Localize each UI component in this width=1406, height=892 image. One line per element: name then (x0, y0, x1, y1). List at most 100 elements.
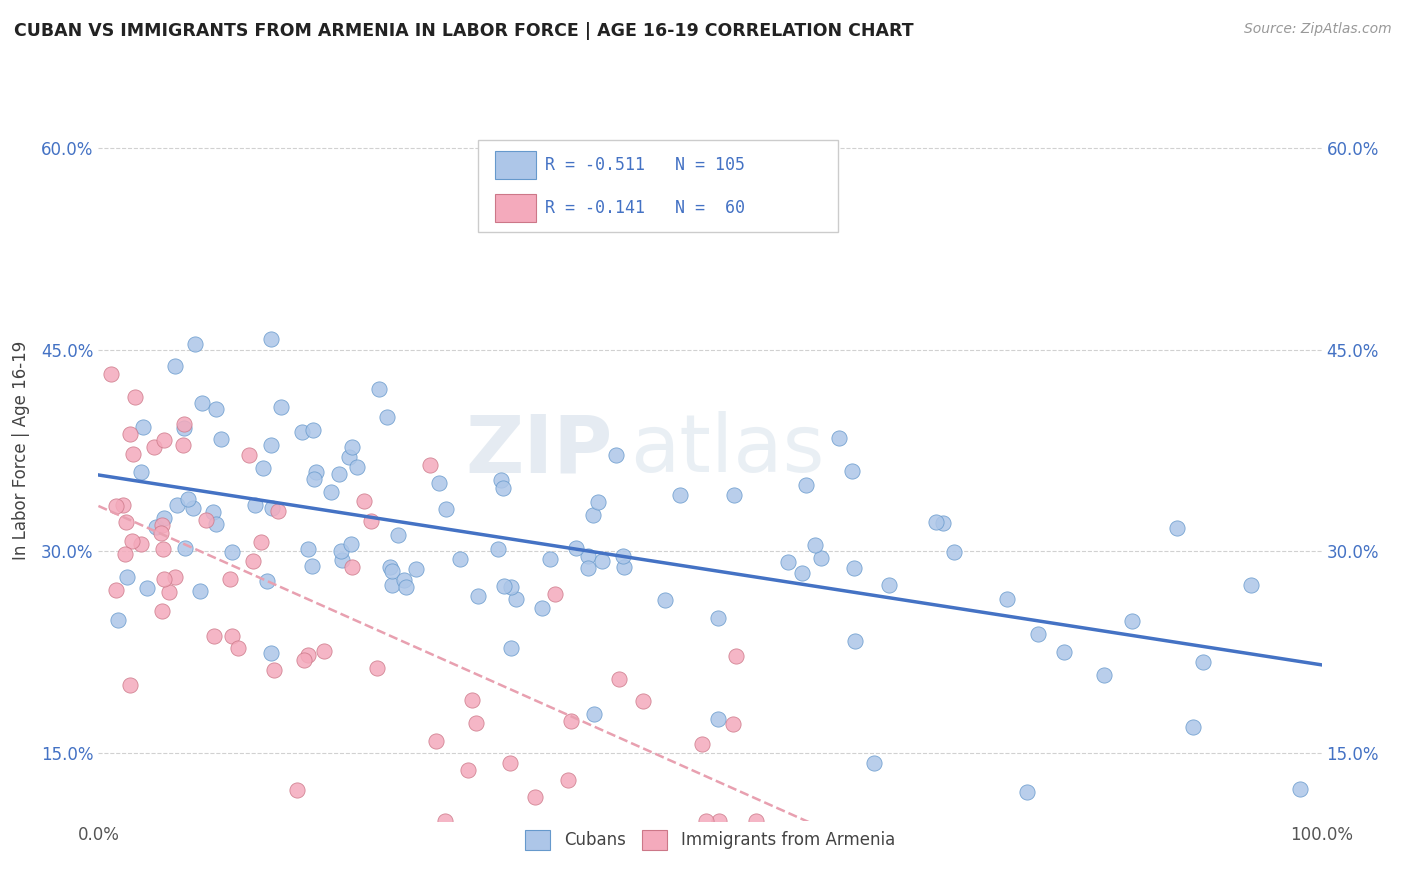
Point (120, 677, 142, 691)
Point (305, 465, 328, 479)
Point (153, 572, 176, 586)
Point (434, 814, 457, 828)
Point (692, 737, 714, 751)
Point (129, 537, 152, 551)
Y-axis label: In Labor Force | Age 16-19: In Labor Force | Age 16-19 (11, 341, 30, 560)
Point (425, 733, 447, 747)
Point (792, 566, 814, 581)
Point (353, 493, 375, 508)
Point (1240, 578, 1263, 592)
Point (486, 542, 509, 557)
Point (721, 717, 744, 731)
Point (560, 714, 582, 728)
Point (1015, 785, 1038, 799)
Point (778, 555, 800, 569)
Point (301, 423, 323, 437)
Point (427, 476, 450, 491)
Point (242, 554, 264, 568)
Point (1053, 645, 1076, 659)
Point (392, 573, 415, 587)
Point (381, 564, 404, 578)
Point (238, 448, 260, 462)
Point (460, 693, 482, 707)
Point (152, 604, 174, 618)
Point (188, 584, 211, 599)
Point (263, 663, 285, 677)
Point (505, 591, 527, 606)
Point (115, 570, 138, 584)
Point (204, 401, 226, 416)
Point (226, 641, 249, 656)
Point (319, 485, 342, 500)
Point (523, 790, 546, 805)
FancyBboxPatch shape (495, 152, 536, 179)
Point (291, 425, 314, 439)
Point (176, 492, 198, 507)
Point (499, 756, 522, 770)
Point (219, 572, 242, 586)
Point (366, 661, 388, 675)
Point (153, 434, 176, 448)
Point (221, 545, 243, 559)
Point (250, 535, 273, 549)
Point (136, 582, 159, 596)
Point (342, 559, 364, 574)
Point (395, 580, 418, 594)
Point (612, 549, 634, 563)
Point (145, 519, 167, 533)
Point (492, 579, 515, 593)
Point (330, 553, 353, 567)
Point (378, 559, 401, 574)
Point (449, 552, 471, 566)
Point (262, 501, 284, 516)
Point (292, 653, 315, 667)
Point (297, 648, 319, 662)
Point (669, 488, 692, 502)
Point (172, 438, 194, 452)
Point (157, 584, 180, 599)
Point (252, 461, 274, 475)
Point (152, 518, 174, 533)
Point (607, 672, 630, 686)
FancyBboxPatch shape (495, 194, 536, 222)
Text: CUBAN VS IMMIGRANTS FROM ARMENIA IN LABOR FORCE | AGE 16-19 CORRELATION CHART: CUBAN VS IMMIGRANTS FROM ARMENIA IN LABO… (14, 22, 914, 40)
Point (166, 498, 188, 512)
Point (828, 431, 851, 445)
Point (330, 543, 353, 558)
Point (256, 574, 278, 588)
Point (538, 552, 561, 566)
Point (201, 506, 224, 520)
Point (121, 534, 143, 549)
Point (297, 541, 319, 556)
Point (190, 396, 212, 410)
Point (143, 440, 166, 454)
Point (709, 814, 731, 828)
Point (104, 583, 127, 598)
Point (925, 515, 948, 529)
Point (163, 570, 186, 584)
Point (723, 488, 745, 502)
Point (132, 419, 155, 434)
Point (707, 712, 730, 726)
Text: R = -0.141   N =  60: R = -0.141 N = 60 (546, 199, 745, 217)
Point (107, 613, 129, 627)
Point (122, 447, 145, 461)
Point (544, 587, 567, 601)
Point (204, 629, 226, 643)
Point (844, 634, 866, 648)
Point (1121, 614, 1143, 628)
Text: Source: ZipAtlas.com: Source: ZipAtlas.com (1244, 22, 1392, 37)
Point (118, 426, 141, 441)
Point (707, 611, 730, 625)
Point (745, 814, 768, 828)
Point (586, 495, 609, 509)
Point (794, 477, 817, 491)
Point (932, 516, 955, 530)
Point (114, 547, 136, 561)
Point (340, 440, 363, 454)
Point (267, 504, 290, 518)
Point (810, 550, 832, 565)
Point (1192, 656, 1215, 670)
Point (129, 465, 152, 479)
Point (499, 580, 522, 594)
